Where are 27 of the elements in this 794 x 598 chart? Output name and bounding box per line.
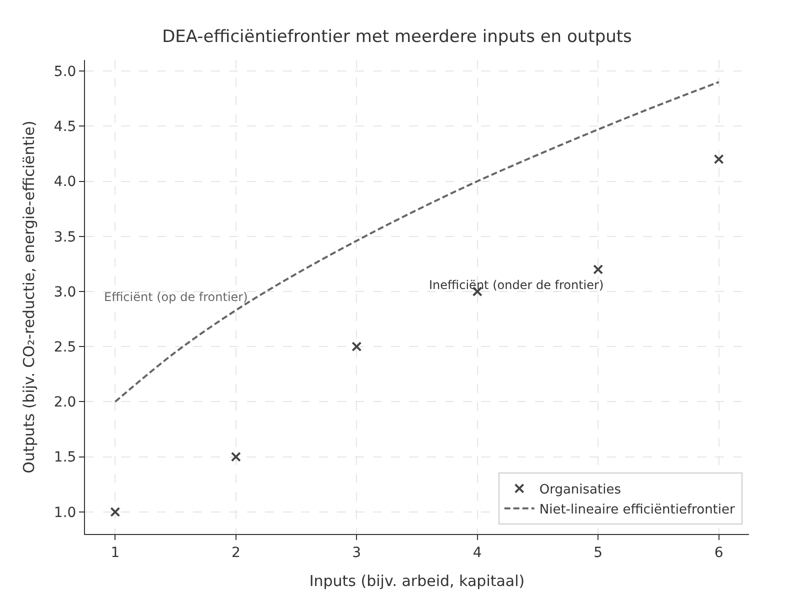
x-tick-label: 2 (231, 544, 240, 561)
chart-title: DEA-efficiëntiefrontier met meerdere inputs en outputs (162, 26, 632, 47)
point (110, 506, 120, 517)
y-tick-label: 4.0 (54, 174, 76, 190)
annotation: Efficiënt (op de frontier) (104, 290, 248, 304)
annotation: Inefficiënt (onder de frontier) (429, 278, 604, 292)
y-tick-label: 1.5 (54, 450, 76, 466)
point (352, 342, 362, 352)
y-axis-title: Outputs (bijv. CO₂-reductie, energie-efficiëntie) (20, 120, 38, 474)
y-tick-label: 2.0 (54, 394, 76, 411)
x-tick-label: 5 (594, 544, 603, 561)
point (593, 264, 604, 274)
y-tick-label: 3.5 (54, 229, 76, 246)
x-tick-label: 4 (472, 544, 482, 561)
x-axis-title: Inputs (bijv. arbeid, kapitaal) (309, 572, 525, 590)
legend-label: Organisaties (539, 482, 622, 498)
point (714, 154, 724, 164)
y-tick-label: 5.0 (54, 64, 76, 80)
y-tick-label: 4.5 (54, 119, 76, 136)
y-tick-label: 2.5 (54, 340, 76, 356)
x-tick-label: 6 (714, 544, 724, 561)
y-tick-label: 1.0 (54, 504, 76, 521)
point (230, 452, 241, 462)
y-tick-label: 3.0 (54, 284, 76, 300)
x-tick-label: 3 (352, 544, 362, 561)
x-tick-label: 1 (110, 544, 120, 561)
legend-label: Niet-lineaire efficiëntiefrontier (539, 502, 736, 518)
